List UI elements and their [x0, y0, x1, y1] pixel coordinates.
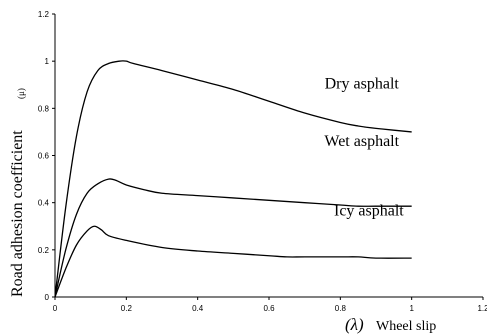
y-tick-label: 1.2: [38, 10, 50, 19]
y-axis-label-symbol: (μ): [16, 88, 26, 99]
y-tick-label: 0.4: [38, 199, 50, 208]
axes: 0 0.2 0.4 0.6 0.8 1 1.2 0 0.2 0.4 0.6 0.8 1 1.2: [38, 10, 487, 313]
x-tick-label: 1.2: [477, 304, 487, 313]
y-tick-label: 1: [45, 57, 50, 66]
y-tick-label: 0.2: [38, 246, 50, 255]
series-line-icy-asphalt: [54, 225, 412, 298]
x-tick-label: 0.6: [263, 304, 275, 313]
series-line-wet-asphalt: [54, 178, 412, 298]
x-tick-label: 0.8: [335, 304, 347, 313]
x-tick-label: 0.4: [192, 304, 204, 313]
x-tick-label: 0: [53, 304, 58, 313]
y-axis-label: Road adhesion coefficient (μ): [9, 88, 26, 297]
annotation-wet-asphalt: Wet asphalt: [324, 133, 399, 150]
y-tick-label: 0: [45, 293, 50, 302]
x-tick-label: 0.2: [121, 304, 133, 313]
y-tick-label: 0.6: [38, 152, 50, 161]
labels: Road adhesion coefficient (μ) (λ) Wheel …: [9, 75, 436, 334]
annotation-dry-asphalt: Dry asphalt: [325, 75, 400, 92]
y-tick-label: 0.8: [38, 104, 50, 113]
x-axis-label: (λ) Wheel slip: [345, 315, 436, 334]
series-group: [54, 60, 412, 298]
x-tick-label: 1: [409, 304, 414, 313]
annotation-icy-asphalt: Icy asphalt: [334, 203, 404, 220]
x-axis-label-text: Wheel slip: [376, 319, 436, 334]
y-axis-label-text: Road adhesion coefficient: [9, 130, 26, 297]
x-axis-label-symbol: (λ): [345, 315, 364, 334]
series-line-dry-asphalt: [54, 60, 412, 298]
